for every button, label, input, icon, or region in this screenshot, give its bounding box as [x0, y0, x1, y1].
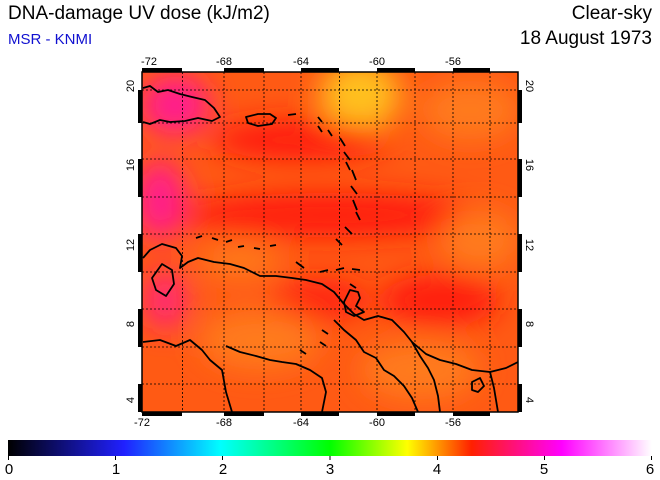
lat-label-right-8: 8 — [523, 321, 535, 327]
virgin-islands — [287, 113, 323, 123]
lat-label-left-16: 16 — [125, 159, 137, 171]
south-america-coast — [142, 243, 518, 373]
lat-label-right-4: 4 — [523, 397, 535, 403]
lon-label-top-56: -56 — [445, 56, 461, 68]
colorbar: 0 1 2 3 4 5 6 — [5, 440, 654, 478]
map-frame — [138, 68, 522, 416]
reservoir — [471, 377, 485, 393]
lon-label-bottom-60: -60 — [369, 417, 385, 429]
abc-islands — [195, 235, 233, 243]
lon-label-bottom-68: -68 — [216, 417, 232, 429]
lat-label-left-8: 8 — [125, 321, 137, 327]
border-west — [142, 339, 233, 412]
lon-label-bottom-56: -56 — [445, 417, 461, 429]
lon-label-top-72: -72 — [141, 56, 157, 68]
lat-label-right-12: 12 — [523, 239, 535, 251]
colorbar-strip — [8, 440, 652, 456]
coastlines — [142, 85, 518, 412]
colorbar-tick-3: 3 — [326, 461, 334, 478]
inland-lakes — [299, 283, 357, 355]
lat-label-left-4: 4 — [125, 397, 137, 403]
lat-label-left-12: 12 — [125, 239, 137, 251]
border-suriname — [411, 341, 441, 412]
colorbar-tick-4: 4 — [433, 461, 441, 478]
venezuela-islands — [237, 244, 361, 273]
lon-label-top-68: -68 — [216, 56, 232, 68]
lake-maracaibo — [151, 263, 175, 297]
lon-label-bottom-64: -64 — [293, 417, 309, 429]
border-orinoco — [225, 345, 327, 412]
border-guiana — [489, 371, 499, 412]
colorbar-tick-1: 1 — [112, 461, 120, 478]
lat-label-left-20: 20 — [125, 80, 137, 92]
graticule — [142, 72, 518, 412]
border-guyana — [333, 319, 419, 412]
source-label: MSR - KNMI — [8, 31, 93, 48]
uv-field — [142, 72, 518, 412]
puerto-rico-coast — [245, 113, 277, 127]
lat-label-right-16: 16 — [523, 159, 535, 171]
date-label: 18 August 1973 — [519, 28, 652, 49]
lesser-antilles — [317, 125, 361, 246]
lon-label-bottom-72: -72 — [134, 417, 150, 429]
lon-label-top-64: -64 — [293, 56, 309, 68]
lon-label-top-60: -60 — [369, 56, 385, 68]
colorbar-tick-2: 2 — [219, 461, 227, 478]
colorbar-tick-0: 0 — [5, 461, 13, 478]
colorbar-tick-5: 5 — [540, 461, 548, 478]
map-title: DNA-damage UV dose (kJ/m2) — [8, 3, 270, 24]
sky-condition-label: Clear-sky — [571, 3, 652, 24]
hispaniola-coast — [142, 85, 221, 125]
lat-label-right-20: 20 — [523, 80, 535, 92]
colorbar-tick-6: 6 — [646, 461, 654, 478]
